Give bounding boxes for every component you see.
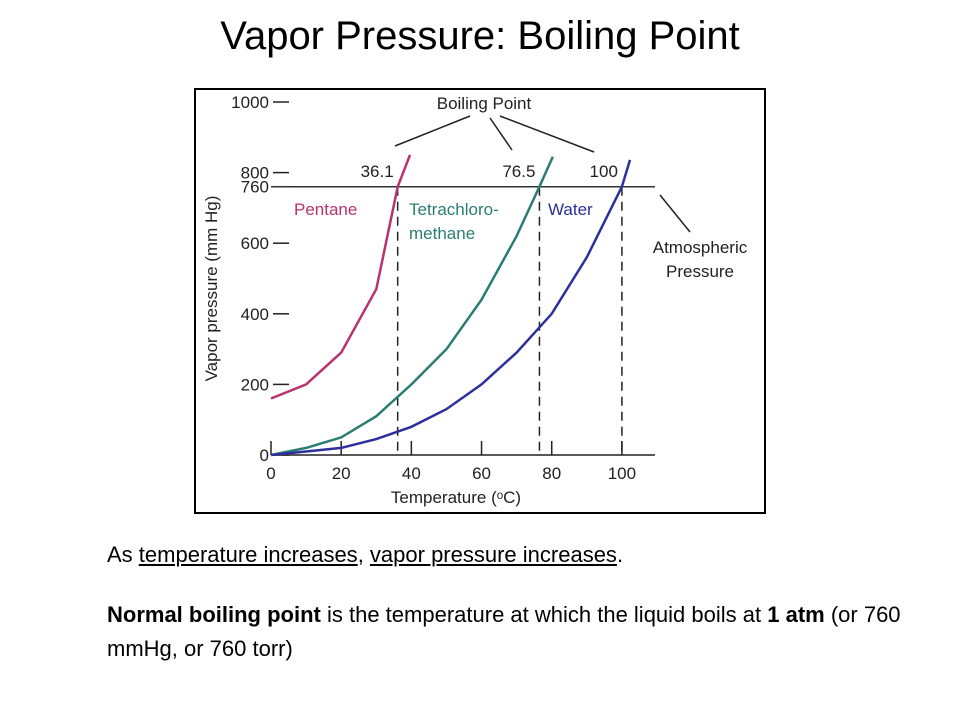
y-tick-label: 800 [241, 164, 269, 183]
text-run: vapor pressure increases [369, 542, 617, 567]
y-tick-label: 760 [241, 178, 269, 197]
y-tick-label: 600 [241, 234, 269, 253]
paragraph: As temperature increases, vapor pressure… [107, 538, 952, 572]
x-tick-label: 0 [266, 464, 275, 483]
y-tick-label: 0 [260, 446, 269, 465]
x-tick-label: 60 [472, 464, 491, 483]
y-axis-title: Vapor pressure (mm Hg) [202, 196, 221, 382]
x-tick-label: 100 [608, 464, 636, 483]
x-tick-label: 80 [542, 464, 561, 483]
arrow [394, 115, 471, 147]
text-run: 1 atm [767, 602, 825, 627]
boiling-point-value: 76.5 [502, 162, 535, 181]
slide-title: Vapor Pressure: Boiling Point [220, 14, 740, 58]
text-run: temperature increases [138, 542, 358, 567]
arrow [659, 194, 691, 233]
slide-body: As temperature increases, vapor pressure… [107, 538, 952, 692]
text-run: is the temperature at which the liquid b… [320, 602, 768, 627]
text-run: (or 760 mmHg, or 760 torr) [107, 602, 901, 661]
atmospheric-label: Atmospheric Pressure [652, 238, 748, 281]
text-run: As [107, 542, 139, 567]
series-label: Pentane [294, 200, 358, 219]
arrow [499, 115, 595, 153]
chart-frame [194, 88, 766, 514]
text-run: , [357, 542, 370, 567]
boiling-point-value: 100 [590, 162, 618, 181]
series-line [270, 156, 554, 457]
x-tick-label: 20 [332, 464, 351, 483]
x-axis-title: Temperature (ᵒC) [391, 488, 521, 507]
series-label: Tetrachloro-methane [409, 200, 499, 243]
series-label: Water [548, 200, 593, 219]
arrows [394, 115, 691, 233]
boiling-point-value: 36.1 [361, 162, 394, 181]
text-run: . [616, 542, 624, 567]
series-line [270, 159, 632, 457]
y-tick-label: 200 [241, 375, 269, 394]
y-tick-label: 1000 [231, 93, 269, 112]
paragraph: Normal boiling point is the temperature … [107, 598, 952, 666]
boiling-point-label: Boiling Point [437, 94, 532, 113]
x-tick-label: 40 [402, 464, 421, 483]
arrow [489, 117, 513, 151]
y-tick-label: 400 [241, 305, 269, 324]
text-run: Normal boiling point [107, 602, 321, 627]
series-line [270, 154, 412, 400]
